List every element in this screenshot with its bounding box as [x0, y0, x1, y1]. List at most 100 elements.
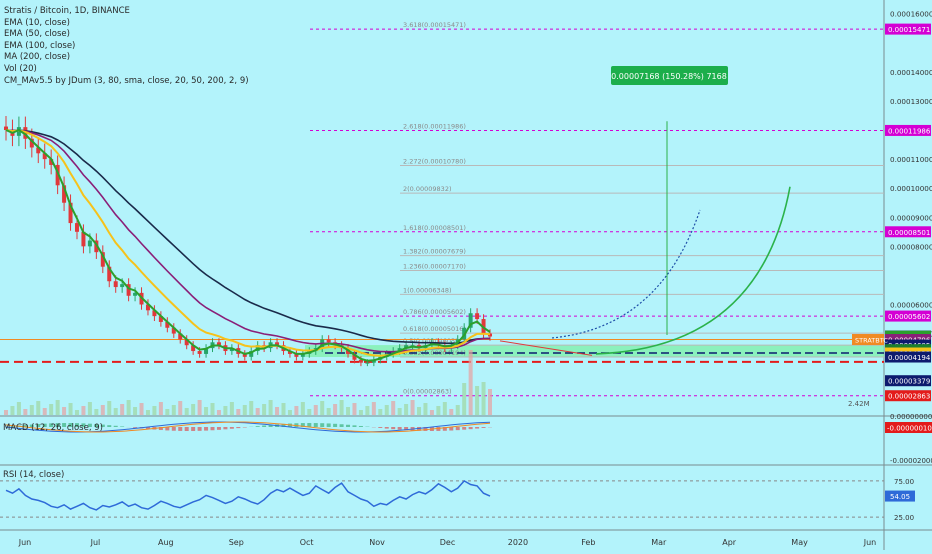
- volume-bar: [223, 406, 227, 415]
- volume-bar: [462, 383, 466, 415]
- volume-bar: [204, 407, 208, 415]
- macd-histogram-bar: [262, 426, 266, 427]
- volume-bar: [307, 409, 311, 415]
- macd-histogram-bar: [178, 427, 182, 431]
- volume-bar: [172, 405, 176, 415]
- legend-ma-200[interactable]: MA (200, close): [4, 52, 249, 64]
- volume-bar: [391, 401, 395, 415]
- macd-pane-title[interactable]: MACD (12, 26, close, 9): [3, 423, 103, 433]
- volume-bar: [378, 409, 382, 415]
- macd-histogram-bar: [314, 423, 318, 427]
- macd-histogram-bar: [352, 425, 356, 427]
- volume-bar: [49, 404, 53, 415]
- volume-bar: [23, 409, 27, 415]
- price-badge-text: 0.00008501: [888, 229, 930, 237]
- volume-bar: [314, 405, 318, 415]
- fib-level-label: 1.618(0.00008501): [403, 224, 466, 232]
- volume-bar: [385, 405, 389, 415]
- rsi-tick-label: 25.00: [894, 514, 914, 522]
- volume-bar: [178, 401, 182, 415]
- price-badge-text: 0.00005602: [888, 313, 930, 321]
- time-axis-label: Mar: [651, 538, 667, 547]
- macd-badge-text: -0.00000010: [887, 425, 932, 433]
- volume-bar: [275, 407, 279, 415]
- volume-bar: [43, 408, 47, 415]
- macd-histogram-bar: [378, 427, 382, 428]
- fib-level-label: 3.618(0.00015471): [403, 21, 466, 29]
- macd-histogram-bar: [456, 427, 460, 430]
- volume-bar: [436, 406, 440, 415]
- legend-cm-mav[interactable]: CM_MAv5.5 by JDum (3, 80, sma, close, 20…: [4, 76, 249, 88]
- volume-label: 2.42M: [848, 400, 870, 408]
- volume-bar: [17, 402, 21, 415]
- time-axis-label: Jun: [863, 538, 877, 547]
- volume-bar: [159, 402, 163, 415]
- macd-histogram-bar: [133, 427, 137, 428]
- volume-bar: [133, 407, 137, 415]
- volume-bar: [320, 401, 324, 415]
- legend-symbol[interactable]: Stratis / Bitcoin, 1D, BINANCE: [4, 6, 249, 18]
- macd-tick-label: 0.00000000: [890, 413, 932, 421]
- time-axis-label: Jul: [90, 538, 101, 547]
- candle-body: [88, 241, 92, 247]
- macd-histogram-bar: [256, 426, 260, 427]
- macd-tick-label: -0.00002000: [890, 457, 932, 465]
- volume-bar: [165, 409, 169, 415]
- legend-ema-100[interactable]: EMA (100, close): [4, 41, 249, 53]
- volume-bar: [398, 408, 402, 415]
- volume-bar: [327, 408, 331, 415]
- time-axis-label: Sep: [229, 538, 244, 547]
- volume-bar: [262, 404, 266, 415]
- volume-bar: [346, 407, 350, 415]
- volume-bar: [294, 406, 298, 415]
- time-axis-label: Apr: [722, 538, 737, 547]
- legend-volume[interactable]: Vol (20): [4, 64, 249, 76]
- volume-bar: [301, 402, 305, 415]
- legend-ema-50[interactable]: EMA (50, close): [4, 29, 249, 41]
- volume-bar: [10, 406, 14, 415]
- volume-bar: [281, 403, 285, 415]
- rsi-pane-title[interactable]: RSI (14, close): [3, 470, 64, 480]
- fib-level-label: 0.786(0.00005602): [403, 308, 466, 316]
- rsi-tick-label: 75.00: [894, 478, 914, 486]
- volume-bar: [352, 403, 356, 415]
- projection-blue-path: [552, 210, 700, 338]
- volume-bar: [101, 405, 105, 415]
- volume-bar: [249, 401, 253, 415]
- volume-bar: [230, 402, 234, 415]
- volume-bar: [243, 405, 247, 415]
- macd-histogram-bar: [230, 427, 234, 429]
- macd-histogram-bar: [198, 427, 202, 431]
- volume-bar: [372, 402, 376, 415]
- volume-bar: [256, 408, 260, 415]
- macd-histogram-bar: [475, 427, 479, 429]
- price-tick-label: 0.00009000: [890, 213, 932, 222]
- candle-body: [75, 223, 79, 232]
- volume-bar: [404, 404, 408, 415]
- volume-bar: [482, 382, 486, 415]
- time-axis-label: Feb: [581, 538, 595, 547]
- symbol-badge-text: STRATBTC: [855, 337, 888, 345]
- macd-histogram-bar: [172, 427, 176, 431]
- macd-histogram-bar: [107, 425, 111, 427]
- chart-legend: Stratis / Bitcoin, 1D, BINANCE EMA (10, …: [4, 6, 249, 87]
- fib-level-label: 2.618(0.00011986): [403, 122, 466, 130]
- macd-histogram-bar: [320, 423, 324, 427]
- price-badge-text: 0.00011986: [888, 127, 931, 135]
- volume-bar: [411, 400, 415, 415]
- candle-body: [327, 339, 331, 342]
- volume-bar: [69, 403, 73, 415]
- volume-bar: [191, 404, 195, 415]
- volume-bar: [198, 400, 202, 415]
- price-badge-text: 0.00015471: [888, 26, 930, 34]
- volume-bar: [417, 407, 421, 415]
- macd-histogram-bar: [236, 427, 240, 428]
- price-tick-label: 0.00006000: [890, 301, 932, 310]
- price-badge-text: 0.00002863: [888, 393, 930, 401]
- time-axis-label: Nov: [369, 538, 385, 547]
- macd-histogram-bar: [346, 425, 350, 427]
- volume-bar: [140, 403, 144, 415]
- macd-histogram-bar: [120, 426, 124, 427]
- candle-body: [114, 281, 118, 287]
- legend-ema-10[interactable]: EMA (10, close): [4, 18, 249, 30]
